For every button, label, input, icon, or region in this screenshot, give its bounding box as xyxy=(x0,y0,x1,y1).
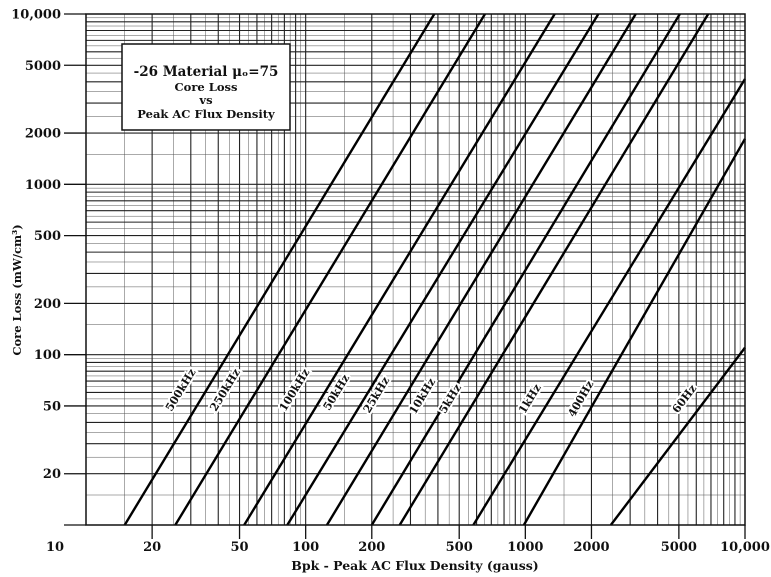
legend-box: -26 Material μₒ=75 Core Loss vs Peak AC … xyxy=(121,43,291,131)
legend-title: -26 Material μₒ=75 xyxy=(134,64,279,80)
series-label-100khz: 100kHz xyxy=(277,366,313,413)
series-line-1khz xyxy=(472,78,747,526)
y-tick-label: 50 xyxy=(43,399,61,414)
plot-frame xyxy=(85,13,746,526)
series-lines xyxy=(123,13,747,526)
series-line-500khz xyxy=(123,13,436,526)
x-tick-label: 5000 xyxy=(661,540,697,555)
series-line-25khz xyxy=(325,13,637,526)
series-line-50khz xyxy=(286,13,600,526)
x-tick-label: 1000 xyxy=(507,540,543,555)
x-axis-ticks: 10 20 50 100 200 500 1000 2000 5000 10,000 xyxy=(46,525,770,555)
y-tick-label: 1000 xyxy=(25,178,61,193)
series-label-500khz: 500kHz xyxy=(163,366,199,413)
y-tick-label: 5000 xyxy=(25,59,61,74)
legend-line-1: Core Loss xyxy=(175,80,238,94)
x-axis-title: Bpk - Peak AC Flux Density (gauss) xyxy=(291,558,538,573)
y-tick-label: 200 xyxy=(34,297,61,312)
x-tick-label: 10 xyxy=(46,540,64,555)
x-tick-label: 100 xyxy=(292,540,319,555)
legend-line-2: vs xyxy=(198,93,212,107)
legend-line-3: Peak AC Flux Density xyxy=(137,107,275,121)
x-tick-label: 2000 xyxy=(573,540,609,555)
series-label-10khz: 10kHz xyxy=(407,376,439,417)
x-tick-label: 20 xyxy=(143,540,161,555)
y-axis-title: Core Loss (mW/cm³) xyxy=(10,224,24,355)
series-line-100khz xyxy=(243,13,556,526)
series-line-5khz xyxy=(398,13,710,526)
y-tick-label: 100 xyxy=(34,348,61,363)
legend-frame xyxy=(121,43,291,131)
y-tick-label: 500 xyxy=(34,229,61,244)
x-tick-label: 200 xyxy=(358,540,385,555)
y-tick-label: 10,000 xyxy=(11,8,61,23)
series-line-250khz xyxy=(174,13,486,526)
x-tick-label: 50 xyxy=(230,540,248,555)
series-line-10khz xyxy=(370,13,681,526)
series-line-400hz xyxy=(522,138,747,526)
series-label-250khz: 250kHz xyxy=(207,366,243,413)
y-tick-label: 2000 xyxy=(25,127,61,142)
y-tick-label: 20 xyxy=(43,467,61,482)
series-line-60hz xyxy=(609,346,746,526)
y-axis-ticks: 20 50 100 200 500 1000 2000 5000 10,000 xyxy=(11,8,86,526)
x-tick-label: 10,000 xyxy=(720,540,770,555)
x-tick-label: 500 xyxy=(446,540,473,555)
